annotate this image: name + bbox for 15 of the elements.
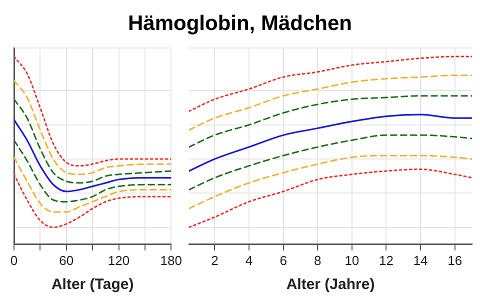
x-tick-label: 120 xyxy=(108,252,130,268)
x-tick-label: 6 xyxy=(280,252,287,268)
x-tick-label: 60 xyxy=(59,252,74,268)
x-axis-title: Alter (Jahre) xyxy=(286,276,375,294)
x-tick-label: 0 xyxy=(10,252,18,268)
x-tick-label: 8 xyxy=(314,252,322,268)
x-tick-label: 10 xyxy=(344,252,360,268)
x-tick-label: 180 xyxy=(160,252,182,268)
x-axis-title: Alter (Tage) xyxy=(51,276,134,294)
x-tick-label: 12 xyxy=(379,252,394,268)
x-tick-label: 14 xyxy=(413,252,428,268)
x-tick-label: 16 xyxy=(448,252,462,268)
text: Hämoglobin, Mädchen xyxy=(126,12,353,36)
x-tick-label: 2 xyxy=(211,252,218,268)
x-tick-label: 4 xyxy=(245,252,253,268)
